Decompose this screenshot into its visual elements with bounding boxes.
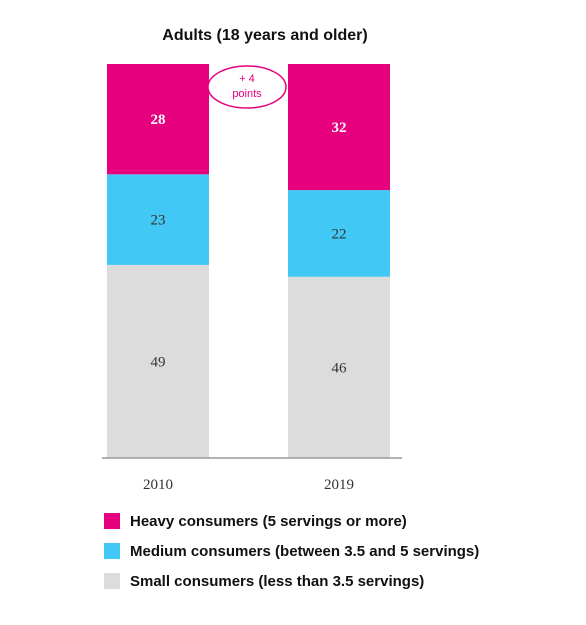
bar-heavy-2010 xyxy=(107,64,209,175)
data-label-small-2010: 49 xyxy=(151,354,166,370)
legend-label-heavy: Heavy consumers (5 servings or more) xyxy=(130,512,407,530)
legend-label-small: Small consumers (less than 3.5 servings) xyxy=(130,572,425,590)
x-tick-label-2019: 2019 xyxy=(324,477,354,493)
annotation-ellipse xyxy=(207,65,287,109)
data-label-heavy-2010: 28 xyxy=(151,112,166,128)
bar-small-2010 xyxy=(107,264,209,458)
change-annotation: + 4 points xyxy=(207,65,287,109)
data-label-small-2019: 46 xyxy=(332,360,348,376)
legend: Heavy consumers (5 servings or more) Med… xyxy=(104,510,479,600)
legend-swatch-heavy xyxy=(104,513,120,529)
legend-swatch-small xyxy=(104,573,120,589)
bar-medium-2010 xyxy=(107,174,209,265)
bar-medium-2019 xyxy=(288,190,390,277)
data-label-heavy-2019: 32 xyxy=(332,120,347,136)
data-label-medium-2010: 23 xyxy=(151,213,166,229)
chart-title: Adults (18 years and older) xyxy=(162,27,367,44)
data-label-medium-2019: 22 xyxy=(332,226,347,242)
x-tick-label-2010: 2010 xyxy=(143,477,173,493)
bar-small-2019 xyxy=(288,276,390,458)
stacked-bar-chart: Adults (18 years and older) 49 23 28 46 22 32… xyxy=(102,27,402,493)
bar-heavy-2019 xyxy=(288,64,390,191)
legend-label-medium: Medium consumers (between 3.5 and 5 serv… xyxy=(130,542,480,560)
bars-group: 49 23 28 46 22 32 xyxy=(107,64,390,458)
annotation-line-2: points xyxy=(232,88,262,100)
legend-item-medium: Medium consumers (between 3.5 and 5 serv… xyxy=(104,540,479,562)
legend-item-small: Small consumers (less than 3.5 servings) xyxy=(104,570,479,592)
x-tick-labels: 2010 2019 xyxy=(143,477,354,493)
legend-item-heavy: Heavy consumers (5 servings or more) xyxy=(104,510,479,532)
annotation-line-1: + 4 xyxy=(239,73,255,85)
legend-swatch-medium xyxy=(104,543,120,559)
